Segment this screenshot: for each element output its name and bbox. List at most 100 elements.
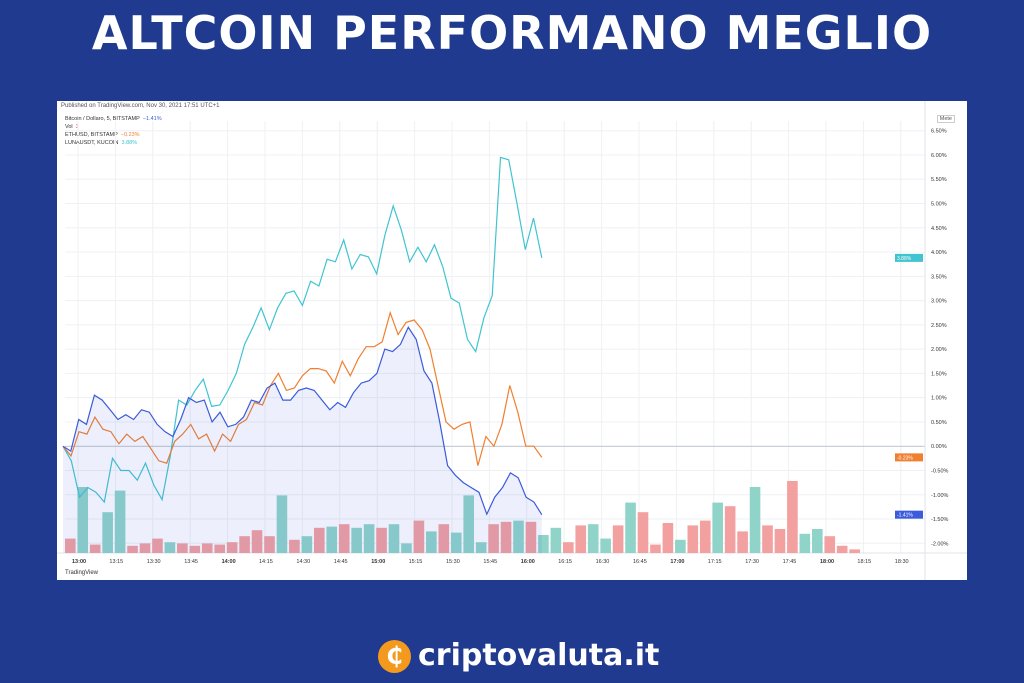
legend-item-vol[interactable]: Vol 3: [65, 123, 162, 131]
legend-change: 3.88%: [121, 140, 138, 146]
y-tick-label: 2.00%: [931, 347, 947, 353]
volume-bar: [276, 495, 288, 553]
published-note: Published on TradingView.com, Nov 30, 20…: [61, 103, 220, 109]
volume-bar: [189, 545, 201, 553]
y-tick-label: 5.00%: [931, 202, 947, 208]
volume-bar: [538, 535, 549, 553]
volume-bar: [463, 495, 474, 553]
volume-bar: [799, 533, 811, 553]
volume-bar: [401, 543, 412, 553]
volume-bar: [376, 527, 387, 553]
footer-brand: criptovaluta.it: [418, 638, 660, 673]
x-tick-label: 17:30: [745, 559, 759, 565]
volume-bar: [525, 521, 537, 553]
x-tick-label: 16:30: [596, 559, 610, 565]
chart-panel: Published on TradingView.com, Nov 30, 20…: [57, 101, 967, 580]
tradingview-brand: TradingView: [65, 570, 99, 576]
legend-change: −0.23%: [120, 132, 140, 138]
last-value-label: -1.41%: [897, 513, 913, 519]
volume-bar: [488, 524, 499, 553]
volume-bar: [500, 521, 512, 553]
x-tick-label: 13:00: [72, 559, 86, 565]
criptovaluta-logo-icon: ₵: [378, 640, 411, 673]
volume-bar: [127, 545, 138, 553]
y-tick-label: 0.00%: [931, 444, 947, 450]
x-tick-label: 16:00: [521, 559, 535, 565]
series-line: [62, 156, 543, 504]
x-tick-label: 14:45: [334, 559, 348, 565]
volume-bar: [164, 542, 176, 553]
volume-bar: [77, 487, 89, 553]
btc-area-fill: [63, 327, 542, 553]
volume-bar: [749, 487, 761, 553]
y-tick-label: 4.00%: [931, 250, 947, 256]
volume-bar: [388, 524, 400, 553]
x-tick-label: 18:00: [820, 559, 834, 565]
y-tick-label: 6.00%: [931, 153, 947, 159]
volume-bar: [450, 532, 462, 553]
scale-mode-button[interactable]: Mete: [936, 115, 955, 123]
y-tick-label: 0.50%: [931, 420, 947, 426]
volume-bar: [513, 520, 524, 553]
x-tick-label: 15:00: [371, 559, 385, 565]
volume-bar: [724, 506, 736, 553]
x-tick-label: 15:30: [446, 559, 460, 565]
last-value-tag: [895, 510, 923, 519]
volume-bar: [787, 481, 798, 553]
volume-bar: [600, 538, 611, 553]
volume-bar: [662, 523, 674, 553]
chart-legend: Bitcoin / Dollaro, 5, BITSTAMP −1.41% Vol…: [65, 115, 162, 147]
y-tick-label: 1.00%: [931, 396, 947, 402]
x-tick-label: 16:15: [558, 559, 572, 565]
volume-bar: [612, 525, 624, 553]
volume-bar: [226, 542, 238, 553]
volume-bar: [239, 536, 250, 553]
x-tick-label: 14:30: [296, 559, 310, 565]
page-title: ALTCOIN PERFORMANO MEGLIO: [91, 6, 933, 60]
y-tick-label: 5.50%: [931, 177, 947, 183]
x-tick-label: 17:45: [783, 559, 797, 565]
x-tick-label: 17:00: [670, 559, 684, 565]
volume-bar: [563, 542, 574, 553]
y-tick-label: -2.00%: [931, 541, 949, 547]
legend-item-luna[interactable]: LUNAUSDT, KUCOIN 3.88%: [65, 139, 162, 147]
y-tick-label: 1.50%: [931, 371, 947, 377]
x-tick-label: 18:30: [895, 559, 909, 565]
volume-bar: [849, 549, 860, 553]
volume-bar: [812, 529, 823, 553]
x-tick-label: 14:15: [259, 559, 273, 565]
volume-bar: [114, 490, 126, 553]
volume-bar: [314, 527, 325, 553]
y-tick-label: 6.50%: [931, 129, 947, 135]
x-tick-label: 14:00: [222, 559, 236, 565]
volume-bar: [675, 539, 686, 553]
x-tick-label: 16:45: [633, 559, 647, 565]
legend-item-btc[interactable]: Bitcoin / Dollaro, 5, BITSTAMP −1.41%: [65, 115, 162, 123]
x-tick-label: 15:15: [409, 559, 423, 565]
volume-bar: [264, 536, 275, 553]
volume-bar: [836, 545, 848, 553]
volume-bar: [824, 536, 836, 553]
volume-bar: [550, 527, 562, 553]
legend-label: LUNAUSDT, KUCOIN: [65, 140, 119, 146]
volume-bar: [625, 502, 636, 553]
last-value-label: 3.88%: [897, 256, 912, 262]
volume-bar: [301, 536, 313, 553]
legend-label: ETHUSD, BITSTAMP: [65, 132, 118, 138]
last-value-tag: [895, 453, 923, 462]
x-tick-label: 13:30: [147, 559, 161, 565]
volume-bar: [438, 524, 450, 553]
volume-bar: [587, 524, 599, 553]
x-tick-label: 17:15: [708, 559, 722, 565]
volume-bar: [152, 538, 163, 553]
legend-change: 3: [75, 124, 79, 130]
legend-change: −1.41%: [142, 116, 162, 122]
volume-bar: [177, 543, 188, 553]
series-line: [62, 326, 543, 516]
y-tick-label: 3.50%: [931, 274, 947, 280]
series-line: [62, 310, 543, 466]
logo-glyph: ₵: [386, 642, 403, 670]
volume-bar: [326, 526, 338, 553]
price-chart[interactable]: 6.50% 6.00% 5.50% 5.00% 4.50% 4.00% 3.50% 3.00%…: [57, 101, 967, 580]
legend-item-eth[interactable]: ETHUSD, BITSTAMP −0.23%: [65, 131, 162, 139]
